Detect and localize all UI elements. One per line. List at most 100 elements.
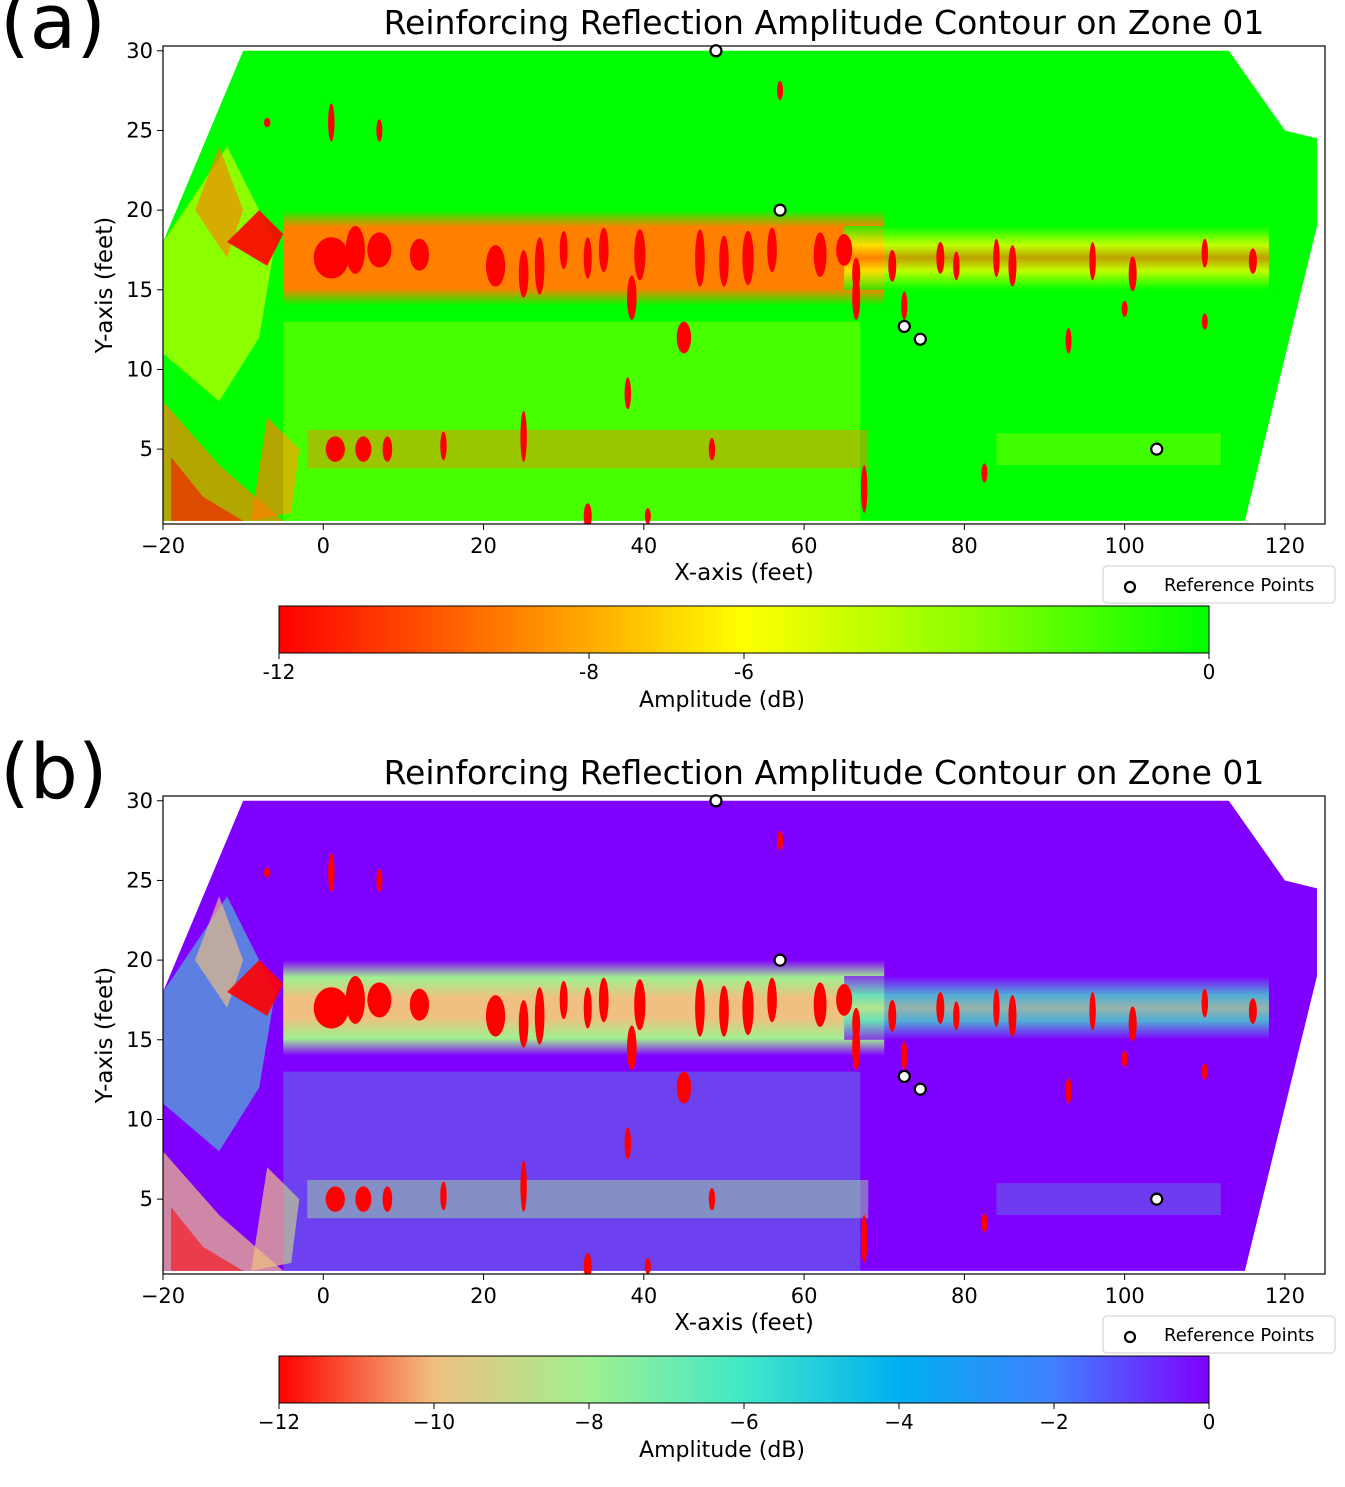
low-amplitude-spot xyxy=(409,238,430,271)
reference-point xyxy=(897,319,911,334)
low-amplitude-spot xyxy=(676,1071,692,1104)
x-tick-label: 0 xyxy=(317,1284,330,1308)
low-amplitude-spot xyxy=(520,1160,527,1212)
heatmap-field xyxy=(163,50,1317,524)
low-amplitude-spot xyxy=(767,227,777,273)
low-amplitude-spot xyxy=(861,465,868,513)
chart-title: Reinforcing Reflection Amplitude Contour… xyxy=(384,753,1265,792)
low-amplitude-spot xyxy=(313,987,349,1029)
low-amplitude-spot xyxy=(981,463,988,483)
x-axis-label: X-axis (feet) xyxy=(674,560,814,586)
low-amplitude-spot xyxy=(440,1181,447,1211)
low-amplitude-spot xyxy=(953,1001,960,1031)
low-amplitude-spot xyxy=(583,237,592,279)
x-axis-label: X-axis (feet) xyxy=(674,1310,814,1336)
legend: Reference Points xyxy=(1102,1315,1336,1354)
colorbar-tick-label: -8 xyxy=(579,660,599,684)
low-amplitude-spot xyxy=(518,999,529,1048)
low-amplitude-spot xyxy=(583,503,592,524)
legend-marker xyxy=(1123,1330,1137,1344)
low-amplitude-spot xyxy=(328,853,335,892)
low-amplitude-spot xyxy=(440,431,447,461)
low-amplitude-spot xyxy=(936,991,945,1024)
colorbar xyxy=(278,1355,1210,1404)
low-amplitude-spot xyxy=(1128,1006,1137,1042)
low-amplitude-spot xyxy=(325,1186,345,1212)
low-amplitude-spot xyxy=(583,987,592,1029)
x-tick-label: 20 xyxy=(470,1284,497,1308)
colorbar-tick-label: −4 xyxy=(884,1410,913,1434)
chart-title: Reinforcing Reflection Amplitude Contour… xyxy=(384,3,1265,42)
heatmap-chart: Reinforcing Reflection Amplitude Contour… xyxy=(92,3,1336,713)
x-tick-label: 60 xyxy=(791,534,818,558)
low-amplitude-spot xyxy=(534,987,545,1045)
low-amplitude-spot xyxy=(559,230,568,270)
low-amplitude-spot xyxy=(993,988,1000,1028)
low-amplitude-spot xyxy=(583,1253,592,1274)
legend-marker xyxy=(1123,580,1137,594)
low-amplitude-spot xyxy=(1121,300,1128,317)
low-amplitude-spot xyxy=(993,238,1000,278)
low-amplitude-spot xyxy=(852,1007,861,1040)
low-amplitude-spot xyxy=(1248,998,1257,1024)
colorbar-tick-label: −8 xyxy=(574,1410,603,1434)
reference-point xyxy=(709,794,723,808)
panel-letter: (a) xyxy=(0,0,106,66)
low-amplitude-spot xyxy=(1089,991,1096,1031)
low-amplitude-spot xyxy=(1121,1050,1128,1067)
colorbar-tick-label: 0 xyxy=(1203,660,1216,684)
low-amplitude-spot xyxy=(888,249,897,282)
colorbar-tick-label: −10 xyxy=(413,1410,455,1434)
low-amplitude-spot xyxy=(953,251,960,281)
y-tick-label: 30 xyxy=(126,39,153,63)
low-amplitude-spot xyxy=(1201,988,1208,1018)
x-tick-label: 60 xyxy=(791,1284,818,1308)
low-amplitude-spot xyxy=(409,988,430,1021)
low-amplitude-spot xyxy=(1008,995,1017,1037)
low-amplitude-spot xyxy=(644,508,651,524)
x-tick-label: 120 xyxy=(1265,534,1305,558)
low-amplitude-spot xyxy=(836,234,853,266)
y-tick-label: 20 xyxy=(126,198,153,222)
reference-point xyxy=(1150,1192,1164,1206)
colorbar-tick-label: −2 xyxy=(1039,1410,1068,1434)
colorbar-label: Amplitude (dB) xyxy=(639,1438,805,1463)
low-amplitude-spot xyxy=(355,1186,372,1212)
low-amplitude-spot xyxy=(376,119,383,142)
low-amplitude-spot xyxy=(598,227,609,273)
low-amplitude-spot xyxy=(1065,1078,1072,1104)
low-amplitude-spot xyxy=(1008,245,1017,287)
low-amplitude-spot xyxy=(634,979,646,1031)
y-axis-label: Y-axis (feet) xyxy=(92,967,118,1104)
plot-frame xyxy=(162,45,1326,525)
low-amplitude-spot xyxy=(382,436,393,462)
low-amplitude-spot xyxy=(624,1127,632,1160)
x-tick-label: 120 xyxy=(1265,1284,1305,1308)
low-amplitude-spot xyxy=(345,226,365,274)
low-amplitude-spot xyxy=(901,1041,908,1071)
colorbar xyxy=(278,605,1210,654)
low-amplitude-spot xyxy=(719,235,729,287)
low-amplitude-spot xyxy=(367,982,392,1018)
reference-point xyxy=(709,44,723,58)
low-amplitude-spot xyxy=(888,999,897,1032)
y-tick-label: 15 xyxy=(126,1028,153,1052)
low-amplitude-spot xyxy=(981,1213,988,1233)
low-amplitude-spot xyxy=(861,1215,868,1263)
legend: Reference Points xyxy=(1102,565,1336,604)
x-tick-label: 100 xyxy=(1105,534,1145,558)
low-amplitude-spot xyxy=(534,237,545,295)
reference-point xyxy=(913,332,927,346)
low-amplitude-spot xyxy=(598,977,609,1023)
x-tick-label: 100 xyxy=(1105,1284,1145,1308)
reference-point xyxy=(773,953,787,967)
low-amplitude-spot xyxy=(263,117,271,128)
colorbar-tick-label: −12 xyxy=(258,1410,300,1434)
low-amplitude-spot xyxy=(1201,313,1208,330)
low-amplitude-spot xyxy=(708,1187,716,1211)
low-amplitude-spot xyxy=(1065,328,1072,354)
low-amplitude-spot xyxy=(1089,241,1096,281)
low-amplitude-spot xyxy=(355,436,372,462)
low-amplitude-spot xyxy=(777,831,784,851)
y-tick-label: 15 xyxy=(126,278,153,302)
